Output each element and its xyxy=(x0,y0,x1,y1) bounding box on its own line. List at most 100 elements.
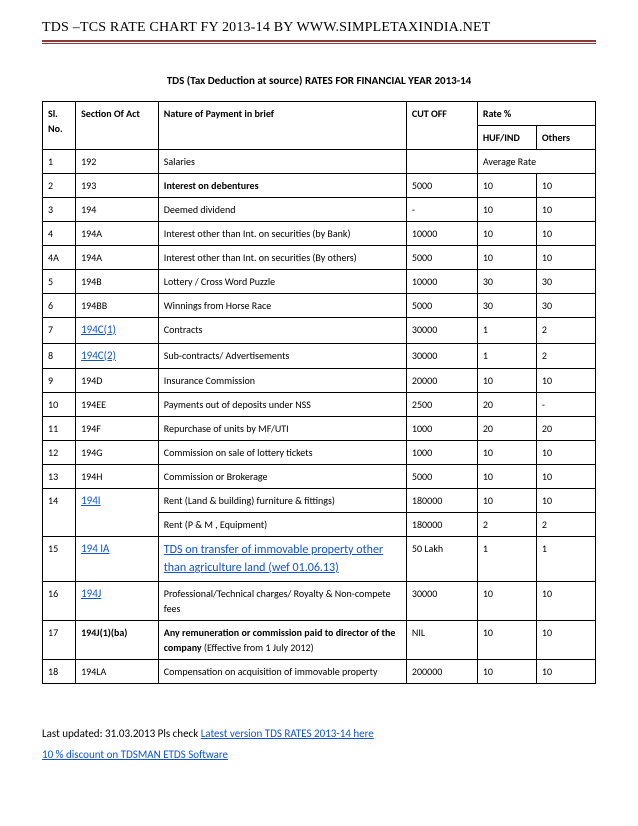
cell-nature: Deemed dividend xyxy=(158,198,406,222)
latest-version-link[interactable]: Latest version TDS RATES 2013-14 here xyxy=(201,727,374,740)
cell-huf: 1 xyxy=(477,318,536,344)
cell-cutoff: 5000 xyxy=(406,465,477,489)
cell-nature: Winnings from Horse Race xyxy=(158,294,406,318)
cell-huf: 10 xyxy=(477,489,536,513)
table-row: 12194GCommission on sale of lottery tick… xyxy=(43,441,596,465)
footer-last-updated-text: Last updated: 31.03.2013 Pls check xyxy=(42,727,201,740)
cell-cutoff: 180000 xyxy=(406,513,477,537)
cell-cutoff: 10000 xyxy=(406,270,477,294)
section-link[interactable]: 194I xyxy=(81,494,101,507)
cell-huf: 10 xyxy=(477,198,536,222)
table-row: 11194FRepurchase of units by MF/UTI10002… xyxy=(43,417,596,441)
cell-others: 1 xyxy=(536,537,595,582)
section-link[interactable]: 194J xyxy=(81,587,101,600)
cell-huf: 10 xyxy=(477,582,536,621)
cell-huf: 10 xyxy=(477,660,536,684)
cell-others: 2 xyxy=(536,318,595,344)
cell-sl: 13 xyxy=(43,465,76,489)
footer-last-updated: Last updated: 31.03.2013 Pls check Lates… xyxy=(42,724,596,745)
cell-nature: Lottery / Cross Word Puzzle xyxy=(158,270,406,294)
header-rule xyxy=(42,40,596,44)
cell-huf: 2 xyxy=(477,513,536,537)
cell-nature: Contracts xyxy=(158,318,406,344)
page-header-title: TDS –TCS RATE CHART FY 2013-14 BY WWW.SI… xyxy=(42,20,596,36)
cell-cutoff: 180000 xyxy=(406,489,477,513)
cell-huf: 20 xyxy=(477,393,536,417)
cell-section: 194C(2) xyxy=(76,343,159,369)
table-row: 9194DInsurance Commission200001010 xyxy=(43,369,596,393)
cell-cutoff: 5000 xyxy=(406,294,477,318)
cell-huf: 30 xyxy=(477,270,536,294)
cell-nature: Compensation on acquisition of immovable… xyxy=(158,660,406,684)
cell-cutoff: 30000 xyxy=(406,343,477,369)
cell-others: 2 xyxy=(536,513,595,537)
footer: Last updated: 31.03.2013 Pls check Lates… xyxy=(42,724,596,766)
cell-section: 194G xyxy=(76,441,159,465)
nature-link[interactable]: TDS on transfer of immovable property ot… xyxy=(164,543,383,575)
cell-section: 194B xyxy=(76,270,159,294)
th-rate: Rate % xyxy=(477,102,595,126)
cell-huf: 10 xyxy=(477,174,536,198)
page: TDS –TCS RATE CHART FY 2013-14 BY WWW.SI… xyxy=(0,0,638,786)
cell-nature: Payments out of deposits under NSS xyxy=(158,393,406,417)
cell-sl: 3 xyxy=(43,198,76,222)
cell-section: 193 xyxy=(76,174,159,198)
cell-others: 2 xyxy=(536,343,595,369)
cell-sl: 10 xyxy=(43,393,76,417)
cell-section: 194J(1)(ba) xyxy=(76,621,159,660)
cell-sl: 5 xyxy=(43,270,76,294)
cell-sl: 8 xyxy=(43,343,76,369)
cell-huf: 10 xyxy=(477,441,536,465)
table-row: 14194IRent (Land & building) furniture &… xyxy=(43,489,596,513)
table-row: 8 194C(2) Sub-contracts/ Advertisements300… xyxy=(43,343,596,369)
table-row: 4194AInterest other than Int. on securit… xyxy=(43,222,596,246)
cell-huf: 1 xyxy=(477,537,536,582)
cell-section: 194A xyxy=(76,222,159,246)
cell-others: 10 xyxy=(536,198,595,222)
cell-others: 10 xyxy=(536,441,595,465)
cell-section: 194LA xyxy=(76,660,159,684)
cell-nature: Interest other than Int. on securities (… xyxy=(158,222,406,246)
section-link[interactable]: 194C(2) xyxy=(81,349,116,362)
cell-sl: 12 xyxy=(43,441,76,465)
cell-others: 10 xyxy=(536,489,595,513)
discount-link[interactable]: 10 % discount on TDSMAN ETDS Software xyxy=(42,748,228,761)
table-head: Sl. No. Section Of Act Nature of Payment… xyxy=(43,102,596,150)
cell-nature: Rent (Land & building) furniture & fitti… xyxy=(158,489,406,513)
cell-nature: Sub-contracts/ Advertisements xyxy=(158,343,406,369)
cell-sl: 2 xyxy=(43,174,76,198)
table-row: 17194J(1)(ba)Any remuneration or commiss… xyxy=(43,621,596,660)
table-row: 2193Interest on debentures50001010 xyxy=(43,174,596,198)
cell-nature: Insurance Commission xyxy=(158,369,406,393)
cell-others: 10 xyxy=(536,222,595,246)
table-row: 18194LACompensation on acquisition of im… xyxy=(43,660,596,684)
section-link[interactable]: 194C(1) xyxy=(81,323,116,336)
table-row: 15 194 IA TDS on transfer of immovable pro… xyxy=(43,537,596,582)
cell-section: 194 xyxy=(76,198,159,222)
table-row: 5194BLottery / Cross Word Puzzle10000303… xyxy=(43,270,596,294)
table-title: TDS (Tax Deduction at source) RATES FOR … xyxy=(42,74,596,87)
tds-rate-table: Sl. No. Section Of Act Nature of Payment… xyxy=(42,101,596,684)
cell-nature: Rent (P & M , Equipment) xyxy=(158,513,406,537)
section-link[interactable]: 194 IA xyxy=(81,542,109,555)
table-row: 6194BBWinnings from Horse Race50003030 xyxy=(43,294,596,318)
table-row: 3194Deemed dividend-1010 xyxy=(43,198,596,222)
cell-cutoff: 2500 xyxy=(406,393,477,417)
cell-sl: 7 xyxy=(43,318,76,344)
cell-others: 10 xyxy=(536,582,595,621)
cell-section: 194EE xyxy=(76,393,159,417)
cell-others: 10 xyxy=(536,369,595,393)
cell-nature: Repurchase of units by MF/UTI xyxy=(158,417,406,441)
cell-section: 194J xyxy=(76,582,159,621)
cell-sl: 11 xyxy=(43,417,76,441)
cell-sl: 15 xyxy=(43,537,76,582)
cell-sl: 14 xyxy=(43,489,76,537)
cell-sl: 4 xyxy=(43,222,76,246)
table-row: 4A194AInterest other than Int. on securi… xyxy=(43,246,596,270)
cell-huf: 1 xyxy=(477,343,536,369)
cell-huf: 10 xyxy=(477,369,536,393)
cell-cutoff: 10000 xyxy=(406,222,477,246)
cell-section: 194D xyxy=(76,369,159,393)
cell-others: 30 xyxy=(536,270,595,294)
cell-nature: Any remuneration or commission paid to d… xyxy=(158,621,406,660)
